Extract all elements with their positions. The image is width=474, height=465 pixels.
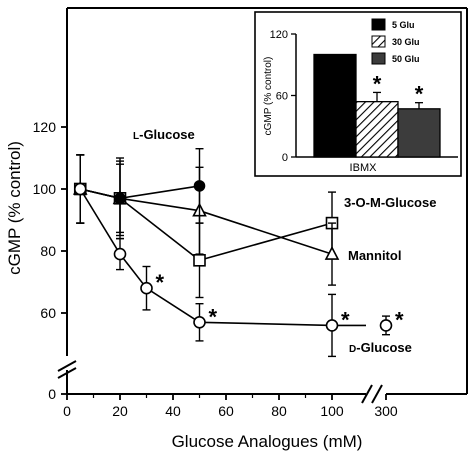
x-tick-label: 40 xyxy=(165,403,181,419)
x-tick-label: 300 xyxy=(374,403,398,419)
data-point xyxy=(193,315,206,329)
main-plot-frame xyxy=(57,7,468,404)
inset-bar-5-glu xyxy=(313,53,357,158)
inset-legend: 5 Glu 30 Glu 50 Glu xyxy=(371,18,420,65)
inset-legend-swatch xyxy=(371,18,386,31)
inset-significance-star: * xyxy=(373,71,382,96)
series-label-part: 3-O-M-Glucose xyxy=(344,195,436,210)
data-point xyxy=(193,254,206,267)
main-series-layer: * * * * xyxy=(72,147,404,358)
series-label-d-glucose: D-Glucose xyxy=(349,340,412,355)
x-tick-label: 20 xyxy=(112,403,128,419)
significance-star: * xyxy=(156,270,165,295)
y-axis-title: cGMP (% control) xyxy=(5,141,24,275)
inset-bar-50-glu xyxy=(397,108,441,158)
data-point xyxy=(114,192,126,205)
series-label-mannitol: Mannitol xyxy=(348,248,401,263)
inset-axis-ticks: 0 60 120 xyxy=(270,29,296,164)
significance-star: * xyxy=(395,307,404,332)
inset-y-tick-label: 0 xyxy=(282,152,288,164)
inset-y-axis-title: cGMP (% control) xyxy=(263,57,274,136)
series-d-glucose: * * * * xyxy=(73,154,404,358)
series-label-l-glucose: L-Glucose xyxy=(133,127,195,142)
inset-legend-label: 30 Glu xyxy=(392,37,420,47)
inset-legend-swatch xyxy=(371,35,386,48)
series-label-part: D xyxy=(349,344,356,355)
series-label-part: L xyxy=(133,131,139,142)
x-axis-break-mark-2 xyxy=(371,384,383,404)
x-tick-label: 80 xyxy=(271,403,287,419)
inset-legend-label: 5 Glu xyxy=(392,20,415,30)
series-l-glucose xyxy=(74,147,206,240)
inset-bar-30-glu xyxy=(355,101,399,158)
x-tick-label: 100 xyxy=(320,403,344,419)
inset-y-tick-label: 120 xyxy=(270,29,288,41)
data-point xyxy=(325,319,339,332)
inset-significance-star: * xyxy=(415,82,424,107)
y-tick-label: 100 xyxy=(33,181,57,197)
inset-legend-label: 50 Glu xyxy=(392,54,420,64)
main-axis-ticks: 0 20 40 60 80 100 300 0 60 80 100 120 xyxy=(33,119,398,419)
inset-x-axis-title: IBMX xyxy=(350,162,378,174)
series-label-part: -Glucose xyxy=(356,340,412,355)
data-point xyxy=(324,245,340,260)
series-label-part: -Glucose xyxy=(139,127,195,142)
series-label-3-o-m-glucose: 3-O-M-Glucose xyxy=(344,195,436,210)
data-point xyxy=(113,247,127,261)
data-point xyxy=(379,319,393,332)
inset-bars: * * xyxy=(313,53,441,158)
x-axis-break-mark-1 xyxy=(361,384,373,404)
y-tick-label: 0 xyxy=(48,386,56,402)
data-point xyxy=(193,180,206,192)
y-axis-break-mark-1 xyxy=(57,360,77,372)
x-tick-label: 60 xyxy=(218,403,234,419)
significance-star: * xyxy=(209,304,218,329)
x-tick-label: 0 xyxy=(63,403,71,419)
significance-star: * xyxy=(341,307,350,332)
data-point xyxy=(140,281,153,295)
y-axis-break-mark-2 xyxy=(57,367,77,379)
inset-legend-swatch xyxy=(371,52,386,65)
series-label-part: Mannitol xyxy=(348,248,401,263)
y-tick-label: 80 xyxy=(40,243,56,259)
y-tick-label: 60 xyxy=(40,305,56,321)
x-axis-title: Glucose Analogues (mM) xyxy=(172,432,363,451)
series-line-l-glucose xyxy=(80,185,200,200)
y-tick-label: 120 xyxy=(33,119,57,135)
data-point xyxy=(73,182,87,196)
inset-y-tick-label: 60 xyxy=(276,91,288,103)
